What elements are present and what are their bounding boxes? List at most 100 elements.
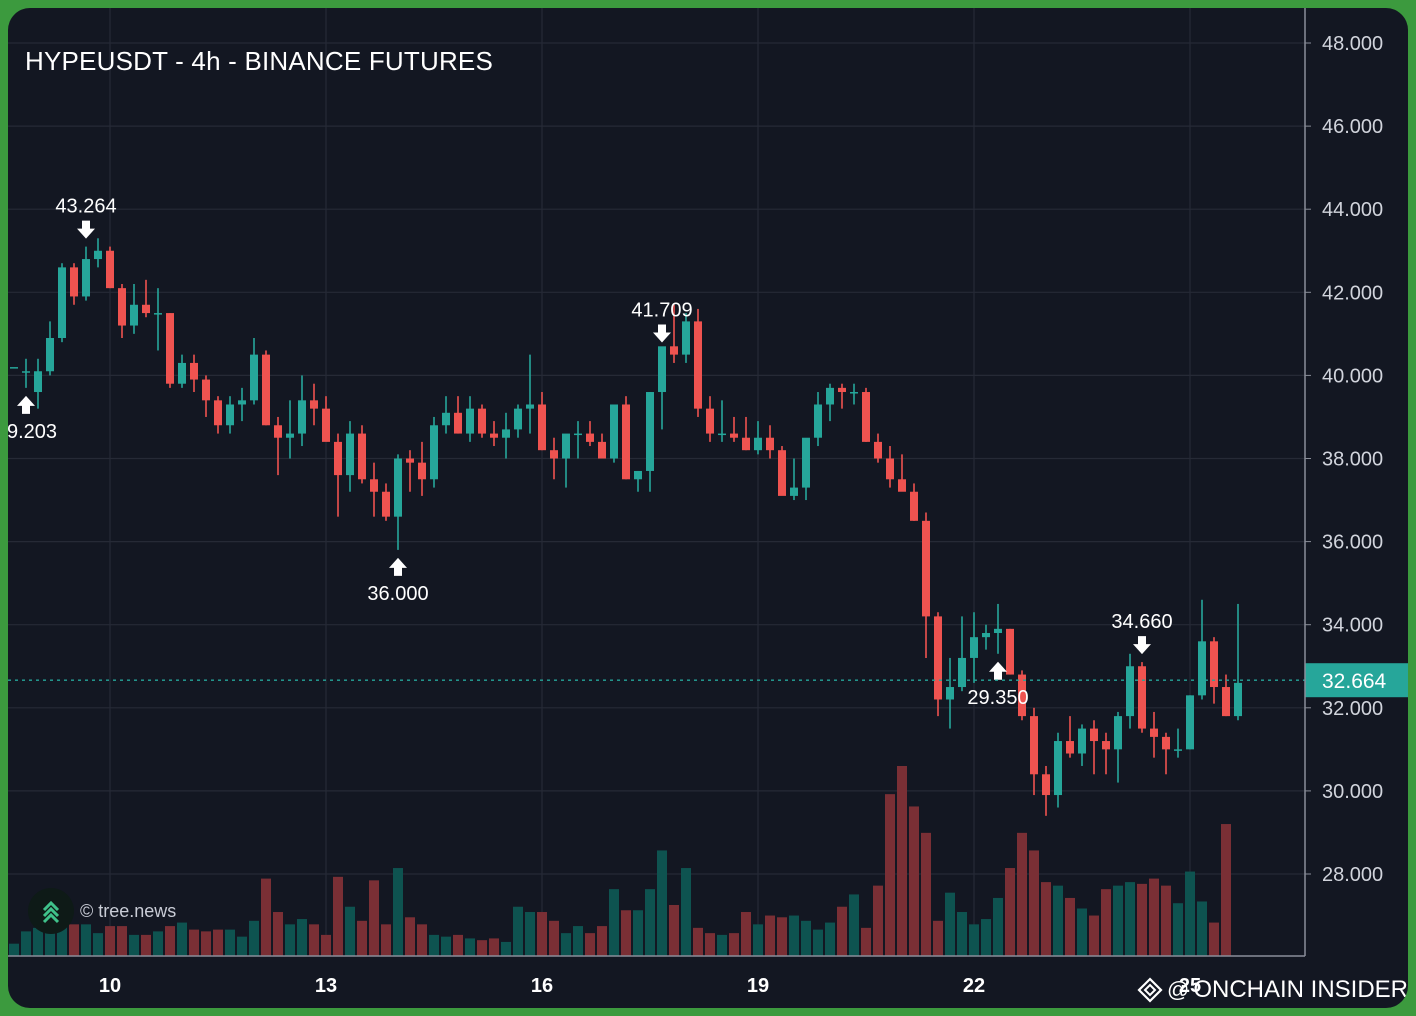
candle-body bbox=[706, 408, 714, 434]
volume-bar bbox=[1221, 824, 1231, 956]
volume-bar bbox=[657, 850, 667, 956]
candle-body bbox=[730, 433, 738, 438]
volume-bar bbox=[177, 922, 187, 956]
volume-bar bbox=[81, 924, 91, 956]
candle-body bbox=[826, 387, 834, 405]
y-tick-label: 44.000 bbox=[1322, 199, 1383, 221]
candle-body bbox=[670, 346, 678, 355]
volume-bar bbox=[57, 924, 67, 956]
chart-frame: 43.264 9.203 36.000 41.709 29.350 34.660 32.6… bbox=[8, 8, 1408, 1008]
candle-body bbox=[286, 433, 294, 438]
watermark-at: @ bbox=[1166, 977, 1190, 1002]
candle-body bbox=[1042, 774, 1050, 796]
candle-body bbox=[1078, 728, 1086, 754]
volume-bar bbox=[561, 933, 571, 956]
candle-body bbox=[310, 400, 318, 409]
candlestick-chart[interactable]: 43.264 9.203 36.000 41.709 29.350 34.660 32.6… bbox=[8, 8, 1408, 1008]
volume-bar bbox=[1005, 868, 1015, 956]
candle-body bbox=[1174, 749, 1182, 751]
annotation-label: 9.203 bbox=[8, 421, 57, 443]
candle-body bbox=[1030, 716, 1038, 775]
volume-bar bbox=[321, 934, 331, 956]
chart-title: HYPEUSDT - 4h - BINANCE FUTURES bbox=[25, 46, 494, 76]
axes: 48.000 46.000 44.000 42.000 40.000 38.000 36.0… bbox=[8, 8, 1383, 997]
candle-body bbox=[334, 441, 342, 476]
candle-body bbox=[1186, 695, 1194, 750]
volume-bar bbox=[609, 889, 619, 956]
volume-bar bbox=[189, 929, 199, 956]
volume-bar bbox=[441, 936, 451, 956]
candle-body bbox=[1018, 674, 1026, 717]
volume-bar bbox=[429, 934, 439, 956]
volume-bar bbox=[741, 912, 751, 956]
annotation-label: 34.660 bbox=[1111, 611, 1172, 633]
candle-body bbox=[82, 259, 90, 297]
candle-body bbox=[250, 354, 258, 401]
x-tick-label: 13 bbox=[315, 975, 337, 997]
volume-bar bbox=[381, 924, 391, 956]
volume-bar bbox=[777, 917, 787, 956]
volume-bar bbox=[645, 889, 655, 956]
candle-body bbox=[226, 404, 234, 426]
volume-bar bbox=[633, 910, 643, 956]
volume-bar bbox=[33, 927, 43, 956]
volume-bar bbox=[393, 868, 403, 956]
y-tick-label: 36.000 bbox=[1322, 532, 1383, 554]
watermark: @ ONCHAIN INSIDER bbox=[1137, 976, 1408, 1004]
volume-bar bbox=[345, 906, 355, 956]
candle-body bbox=[214, 400, 222, 426]
volume-bar bbox=[525, 912, 535, 956]
volume-bar bbox=[333, 876, 343, 956]
volume-bar bbox=[993, 897, 1003, 956]
candle-body bbox=[70, 267, 78, 297]
volume-bar bbox=[537, 912, 547, 956]
volume-bar bbox=[453, 934, 463, 956]
y-tick-label: 32.000 bbox=[1322, 698, 1383, 720]
volume-bar bbox=[813, 929, 823, 956]
volume-bar bbox=[957, 912, 967, 956]
last-price-line: 32.664 bbox=[8, 663, 1408, 698]
volume-bar bbox=[705, 933, 715, 956]
volume-bar bbox=[105, 926, 115, 956]
annotation-label: 36.000 bbox=[367, 583, 428, 605]
candle-body bbox=[658, 346, 666, 393]
volume-bar bbox=[789, 915, 799, 956]
annotation-label: 43.264 bbox=[55, 196, 116, 218]
volume-bar bbox=[69, 924, 79, 956]
candle-body bbox=[1102, 741, 1110, 750]
candle-body bbox=[466, 408, 474, 434]
volume-bar bbox=[1053, 885, 1063, 956]
volume-bar bbox=[417, 924, 427, 956]
candle-body bbox=[550, 450, 558, 459]
candle-body bbox=[478, 408, 486, 434]
candle-body bbox=[994, 628, 1002, 634]
volume-bar bbox=[93, 933, 103, 956]
candle-body bbox=[946, 687, 954, 700]
candle-body bbox=[346, 433, 354, 476]
candle-body bbox=[538, 404, 546, 451]
volume-bar bbox=[549, 920, 559, 956]
volume-bar bbox=[573, 926, 583, 956]
volume-bar bbox=[297, 919, 307, 956]
volume-bar bbox=[1089, 915, 1099, 956]
y-tick-label: 48.000 bbox=[1322, 33, 1383, 55]
candle-body bbox=[154, 313, 162, 315]
volume-bar bbox=[357, 920, 367, 956]
candle-body bbox=[1138, 666, 1146, 729]
last-price-label: 32.664 bbox=[1322, 670, 1387, 693]
candle-body bbox=[1114, 716, 1122, 750]
candle-body bbox=[886, 458, 894, 480]
y-tick-label: 34.000 bbox=[1322, 615, 1383, 637]
binance-diamond-icon bbox=[1137, 977, 1163, 1003]
candle-body bbox=[262, 354, 270, 426]
tree-news-chevrons-icon bbox=[28, 888, 74, 934]
candle-body bbox=[1126, 666, 1134, 717]
candle-body bbox=[802, 437, 810, 488]
volume-bar bbox=[1017, 832, 1027, 956]
volume-bar bbox=[897, 766, 907, 956]
y-tick-label: 46.000 bbox=[1322, 116, 1383, 138]
candle-body bbox=[514, 408, 522, 430]
volume-bar bbox=[801, 920, 811, 956]
arrow-down-icon bbox=[77, 220, 95, 239]
volume-bar bbox=[489, 938, 499, 956]
